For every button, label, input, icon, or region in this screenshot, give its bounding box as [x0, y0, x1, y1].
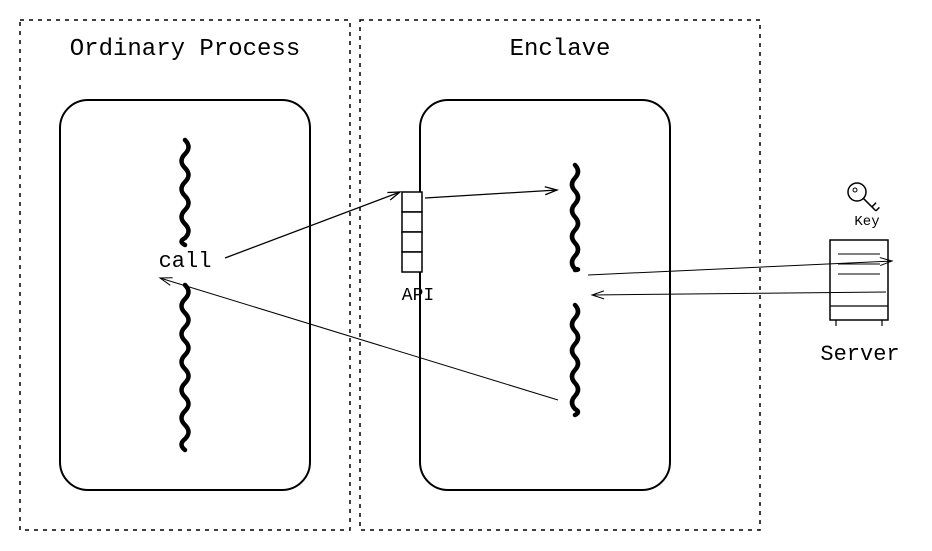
api-cell	[402, 192, 422, 212]
api-cell	[402, 212, 422, 232]
title-server: Server	[820, 342, 899, 367]
label-api: API	[402, 286, 434, 306]
server-icon	[830, 240, 888, 320]
api-cell	[402, 232, 422, 252]
label-call: call	[159, 249, 212, 274]
label-key: Key	[854, 214, 879, 230]
api-cell	[402, 252, 422, 272]
title-enclave: Enclave	[510, 36, 611, 63]
title-ordinary: Ordinary Process	[70, 36, 300, 63]
